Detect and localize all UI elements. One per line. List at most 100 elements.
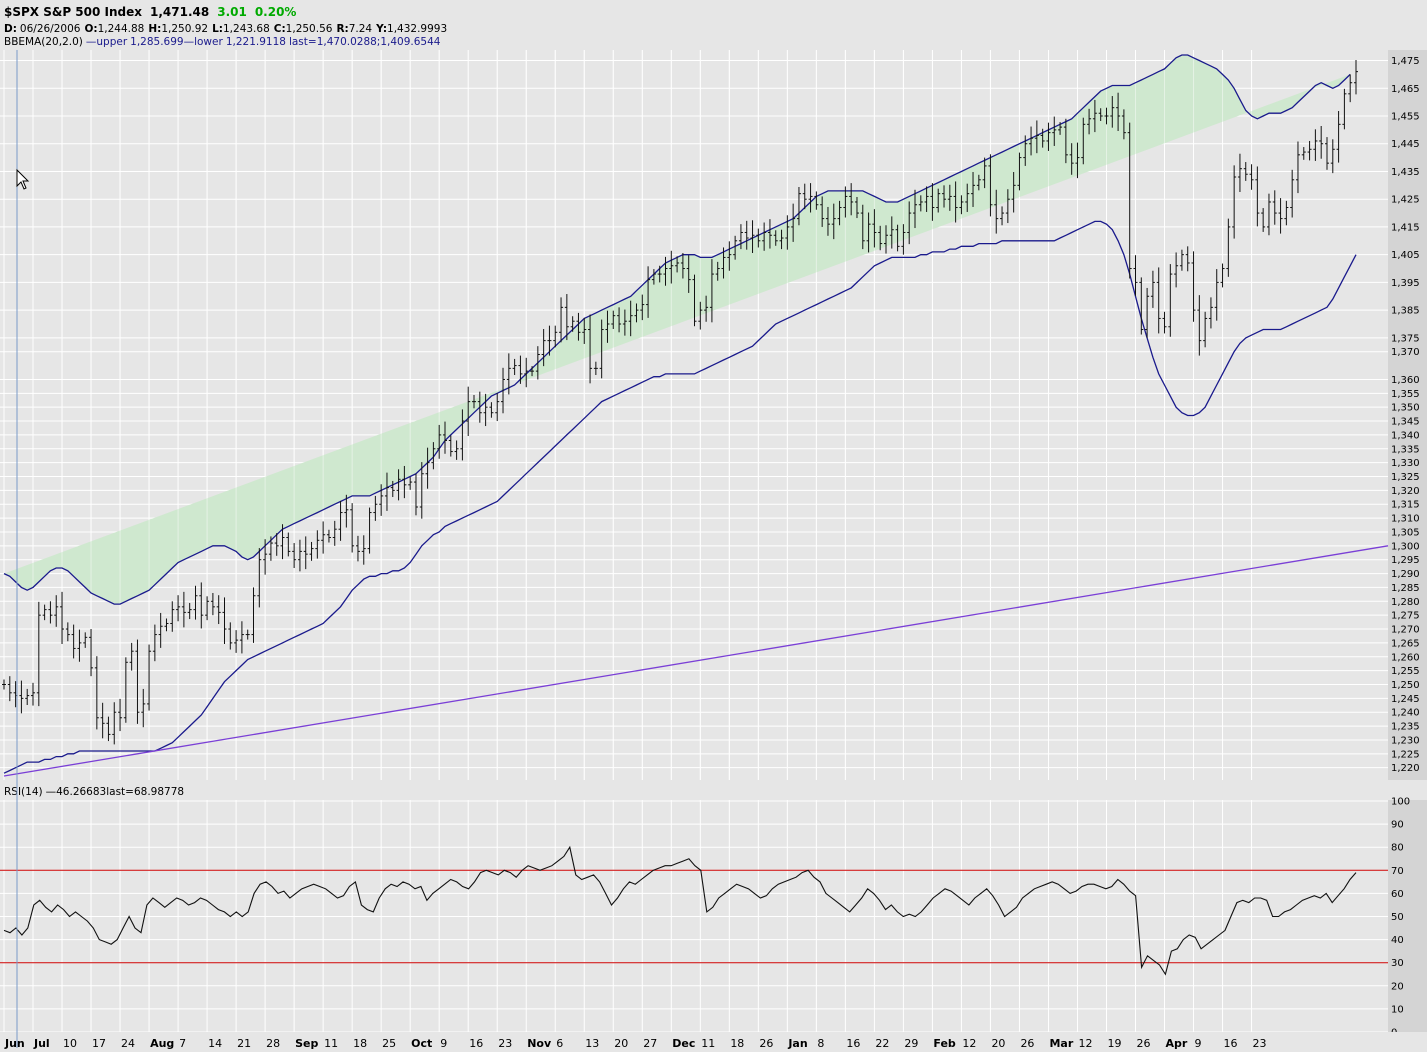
ohlc-bar — [309, 541, 314, 561]
ohlc-bar — [1011, 172, 1016, 213]
ohlc-bar — [756, 228, 761, 248]
bb-upper-label: —upper — [86, 36, 128, 48]
ohlc-bar — [518, 355, 523, 384]
x-tick-label: 20 — [991, 1037, 1005, 1050]
ohlc-bar — [924, 186, 929, 212]
price-tick-label: 1,320 — [1391, 486, 1420, 497]
ohlc-bar — [60, 591, 65, 645]
x-tick-label: 18 — [353, 1037, 367, 1050]
rsi-tick-label: 90 — [1391, 820, 1404, 831]
price-tick-label: 1,315 — [1391, 500, 1420, 511]
bb-upper-value: 1,285.699 — [130, 36, 183, 48]
ohlc-bar — [205, 596, 210, 621]
ohlc-bar — [245, 629, 250, 640]
price-tick-label: 1,350 — [1391, 403, 1420, 414]
date-label: D: — [4, 23, 17, 35]
range-value: 7.24 — [349, 23, 373, 35]
ohlc-bar — [878, 225, 883, 251]
x-tick-label: 12 — [1078, 1037, 1092, 1050]
x-tick-label: 16 — [469, 1037, 483, 1050]
low-value: 1,243.68 — [223, 23, 270, 35]
ohlc-bar — [1040, 128, 1045, 148]
ohlc-bar — [1354, 59, 1358, 95]
x-tick-label: Sep — [295, 1037, 318, 1050]
price-tick-label: 1,435 — [1391, 167, 1420, 178]
ohlc-bar — [866, 212, 871, 253]
ohlc-bar — [135, 639, 140, 724]
ohlc-bar — [1127, 122, 1132, 279]
symbol-title: $SPX S&P 500 Index 1,471.48 3.01 0.20% — [4, 5, 296, 19]
ohlc-bar — [889, 216, 894, 249]
price-tick-label: 1,415 — [1391, 222, 1420, 233]
ohlc-bar — [959, 195, 964, 215]
ohlc-bar — [1000, 206, 1005, 226]
ohlc-bar — [675, 256, 680, 273]
x-tick-label: 17 — [92, 1037, 106, 1050]
ohlc-bar — [1266, 193, 1271, 236]
ohlc-bar — [680, 252, 685, 279]
price-tick-label: 1,385 — [1391, 306, 1420, 317]
ohlc-bar — [611, 310, 616, 329]
price-tick-label: 1,260 — [1391, 652, 1420, 663]
ohlc-bar — [1330, 139, 1335, 174]
rsi-line — [3, 845, 1357, 976]
ohlc-bar — [1301, 147, 1306, 160]
ohlc-bar — [1098, 108, 1103, 121]
x-tick-label: 6 — [556, 1037, 563, 1050]
x-tick-label: 28 — [266, 1037, 280, 1050]
ohlc-bar — [628, 300, 633, 337]
ohlc-bar — [152, 624, 157, 662]
ohlc-bar — [239, 621, 244, 654]
ohlc-bar — [576, 312, 581, 341]
ohlc-bar — [663, 256, 668, 286]
ohlc-bar — [936, 188, 941, 213]
price-tick-label: 1,310 — [1391, 514, 1420, 525]
rsi-axis: 0102030405060708090100 — [1391, 797, 1410, 1039]
x-tick-label: Nov — [527, 1037, 552, 1050]
y-label: Y: — [375, 23, 387, 35]
ohlc-bar — [1087, 108, 1092, 135]
ohlc-bar — [744, 220, 749, 250]
price-tick-label: 1,265 — [1391, 638, 1420, 649]
ohlc-bar — [100, 702, 105, 739]
rsi-tick-label: 100 — [1391, 797, 1410, 808]
ohlc-bar — [495, 393, 500, 422]
ohlc-bar — [651, 269, 656, 285]
ohlc-bar — [448, 435, 453, 457]
ohlc-bar — [802, 183, 807, 210]
ohlc-bar — [1232, 165, 1237, 239]
ohlc-bar — [501, 367, 506, 414]
ohlc-bar — [942, 185, 947, 208]
ohlc-bar — [1203, 311, 1208, 348]
ohlc-bar — [773, 230, 778, 246]
ohlc-bar — [570, 316, 575, 332]
ohlc-bar — [1005, 189, 1010, 224]
x-tick-label: 19 — [1107, 1037, 1121, 1050]
ohlc-bar — [413, 473, 418, 516]
close-label: C: — [274, 23, 286, 35]
ohlc-bar — [118, 698, 123, 732]
ohlc-bar — [982, 157, 987, 189]
ohlc-bar — [106, 716, 111, 742]
x-tick-label: Apr — [1166, 1037, 1188, 1050]
x-axis-bar — [0, 1032, 1427, 1052]
ohlc-bars — [2, 59, 1358, 745]
x-tick-label: Jul — [33, 1037, 50, 1050]
ohlc-bar — [263, 539, 268, 575]
price-tick-label: 1,280 — [1391, 597, 1420, 608]
ohlc-bar — [158, 612, 163, 648]
ohlc-bar — [350, 503, 355, 553]
bb-legend: BBEMA(20,2.0) —upper 1,285.699—lower 1,221.… — [4, 36, 441, 48]
ohlc-bar — [292, 543, 297, 569]
x-tick-label: 10 — [63, 1037, 77, 1050]
rsi-name: RSI(14) — [4, 786, 43, 798]
x-tick-label: 22 — [875, 1037, 889, 1050]
x-tick-label: 18 — [730, 1037, 744, 1050]
ohlc-bar — [408, 477, 413, 490]
ohlc-bar — [1058, 122, 1063, 135]
price-tick-label: 1,455 — [1391, 112, 1420, 123]
price-tick-label: 1,250 — [1391, 680, 1420, 691]
ohlc-bar — [286, 532, 291, 557]
ohlc-bar — [1121, 109, 1126, 140]
